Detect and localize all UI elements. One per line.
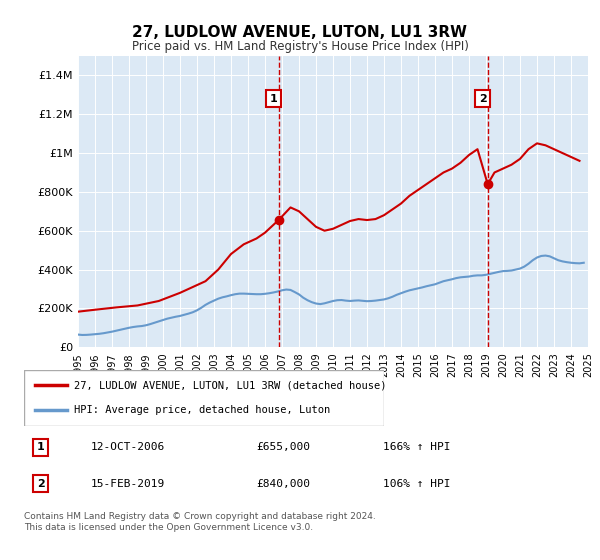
Text: 166% ↑ HPI: 166% ↑ HPI (383, 442, 450, 452)
Text: £655,000: £655,000 (256, 442, 310, 452)
FancyBboxPatch shape (24, 370, 384, 426)
Text: 2: 2 (37, 479, 44, 489)
Text: 106% ↑ HPI: 106% ↑ HPI (383, 479, 450, 489)
Text: Contains HM Land Registry data © Crown copyright and database right 2024.
This d: Contains HM Land Registry data © Crown c… (24, 512, 376, 532)
Text: 12-OCT-2006: 12-OCT-2006 (90, 442, 164, 452)
Text: 2: 2 (479, 94, 487, 104)
Text: HPI: Average price, detached house, Luton: HPI: Average price, detached house, Luto… (74, 405, 331, 415)
Text: 27, LUDLOW AVENUE, LUTON, LU1 3RW: 27, LUDLOW AVENUE, LUTON, LU1 3RW (133, 25, 467, 40)
Text: Price paid vs. HM Land Registry's House Price Index (HPI): Price paid vs. HM Land Registry's House … (131, 40, 469, 53)
Text: £840,000: £840,000 (256, 479, 310, 489)
Text: 27, LUDLOW AVENUE, LUTON, LU1 3RW (detached house): 27, LUDLOW AVENUE, LUTON, LU1 3RW (detac… (74, 380, 387, 390)
Text: 1: 1 (37, 442, 44, 452)
Text: 1: 1 (269, 94, 277, 104)
Text: 15-FEB-2019: 15-FEB-2019 (90, 479, 164, 489)
